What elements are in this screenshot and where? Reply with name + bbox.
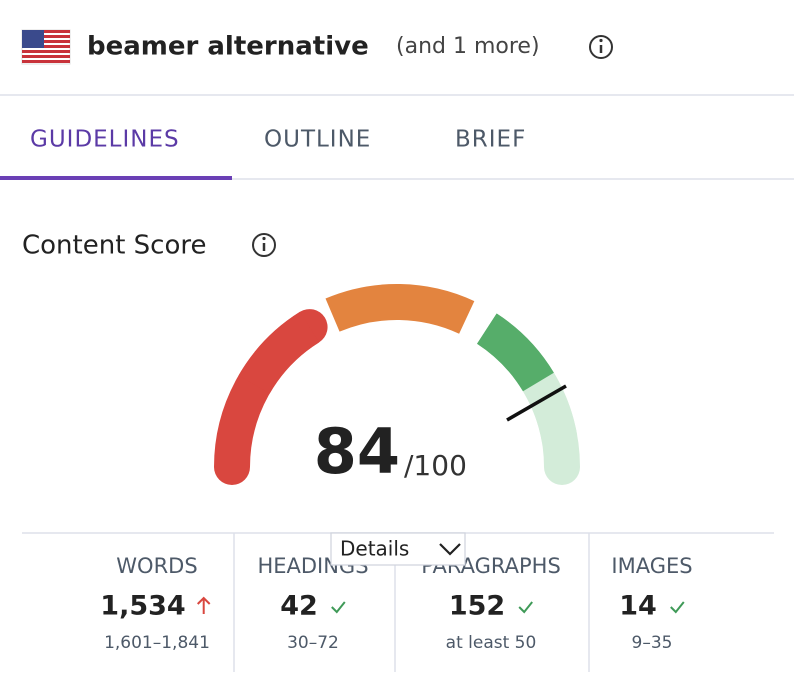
metric-label: IMAGES — [611, 554, 692, 578]
check-icon — [670, 601, 685, 614]
metric-range: 30–72 — [287, 633, 339, 653]
flag-icon — [21, 29, 71, 65]
info-icon[interactable] — [252, 233, 276, 257]
metrics-row: WORDS1,5341,601–1,841HEADINGS4230–72PARA… — [100, 533, 693, 672]
gauge-segment — [476, 313, 554, 392]
chevron-icon — [439, 543, 461, 556]
check-icon — [518, 601, 533, 614]
details-label[interactable]: Details — [340, 537, 409, 561]
active-tab-indicator — [0, 176, 232, 180]
score-gauge — [214, 284, 580, 485]
metric-range: at least 50 — [446, 633, 537, 653]
score-value: 84 — [314, 415, 400, 488]
keyword: beamer alternative — [87, 32, 369, 62]
metric-label: WORDS — [116, 554, 197, 578]
tab[interactable]: BRIEF — [455, 127, 526, 153]
tab[interactable]: GUIDELINES — [30, 127, 180, 153]
details-button[interactable]: Details — [330, 532, 466, 566]
more-keywords[interactable]: (and 1 more) — [396, 34, 540, 59]
tab[interactable]: OUTLINE — [264, 127, 371, 153]
tab-bar: GUIDELINES OUTLINE BRIEF — [30, 127, 526, 153]
metric-range: 1,601–1,841 — [104, 633, 210, 653]
gauge-segment — [522, 372, 578, 442]
score-max: /100 — [404, 449, 467, 482]
warning-arrow-icon — [196, 596, 211, 614]
gauge-needle — [506, 384, 567, 422]
metric-value: 14 — [619, 591, 657, 622]
metric-value: 42 — [280, 591, 318, 622]
section-title: Content Score — [22, 231, 207, 261]
metric-value: 152 — [449, 591, 505, 622]
check-icon — [331, 601, 346, 614]
metric-value: 1,534 — [100, 591, 185, 622]
gauge-segment — [325, 284, 475, 334]
gauge-segment — [238, 311, 320, 394]
info-icon[interactable] — [589, 35, 613, 59]
metric-range: 9–35 — [632, 633, 673, 653]
